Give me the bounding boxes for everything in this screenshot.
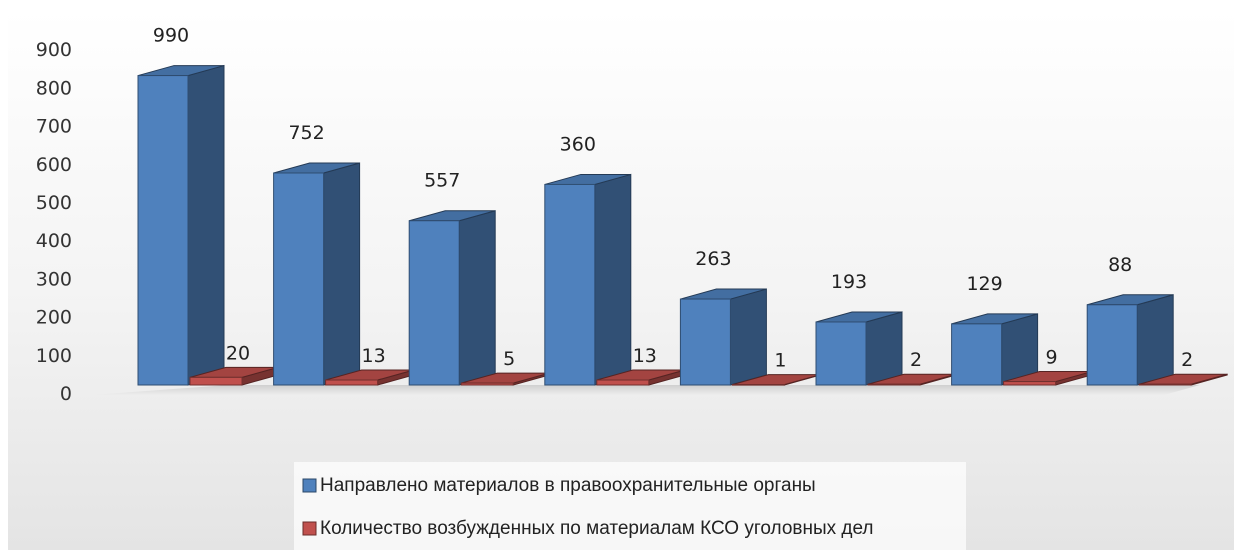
blue-bar xyxy=(679,288,767,386)
red-data-label: 2 xyxy=(910,349,922,371)
red-bar xyxy=(1003,370,1093,386)
y-tick-label: 0 xyxy=(60,383,72,405)
red-data-label: 13 xyxy=(633,345,657,367)
y-tick-label: 100 xyxy=(36,345,72,367)
red-data-label: 1 xyxy=(774,350,786,372)
blue-bar xyxy=(273,162,361,386)
legend-label: Количество возбужденных по материалам КС… xyxy=(320,518,874,539)
legend-box xyxy=(294,462,966,550)
red-data-label: 9 xyxy=(1046,347,1058,369)
red-data-label: 5 xyxy=(503,348,515,370)
blue-data-label: 360 xyxy=(560,133,596,155)
blue-data-label: 752 xyxy=(288,122,324,144)
blue-bar xyxy=(1086,294,1174,386)
blue-bar xyxy=(137,64,225,386)
blue-data-label: 557 xyxy=(424,170,460,192)
legend-label: Направлено материалов в правоохранительн… xyxy=(320,475,816,496)
red-bar xyxy=(1138,373,1228,386)
y-tick-label: 900 xyxy=(36,39,72,61)
red-data-label: 13 xyxy=(362,345,386,367)
blue-bar xyxy=(544,173,632,386)
blue-data-label: 193 xyxy=(831,271,867,293)
y-tick-label: 600 xyxy=(36,154,72,176)
red-data-label: 2 xyxy=(1181,349,1193,371)
y-tick-label: 700 xyxy=(36,116,72,138)
blue-bar xyxy=(408,210,496,386)
blue-bar xyxy=(951,313,1039,386)
y-tick-label: 300 xyxy=(36,268,72,290)
blue-bar xyxy=(815,311,903,386)
red-data-label: 20 xyxy=(226,342,250,364)
red-bar xyxy=(325,369,415,386)
blue-data-label: 88 xyxy=(1108,254,1132,276)
legend-swatch xyxy=(302,521,317,536)
blue-data-label: 263 xyxy=(695,248,731,270)
chart-floor xyxy=(92,385,1200,395)
y-tick-label: 500 xyxy=(36,192,72,214)
blue-data-label: 990 xyxy=(153,25,189,47)
y-tick-label: 400 xyxy=(36,230,72,252)
y-tick-label: 800 xyxy=(36,77,72,99)
legend-swatch xyxy=(302,478,317,493)
blue-data-label: 129 xyxy=(966,273,1002,295)
y-tick-label: 200 xyxy=(36,307,72,329)
